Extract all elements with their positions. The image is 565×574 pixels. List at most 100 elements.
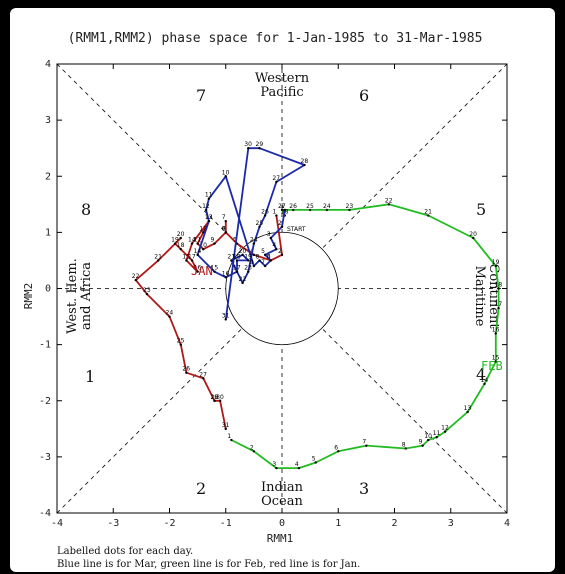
region-top-line2: Pacific [260, 85, 303, 100]
region-top-line1: Western [255, 71, 310, 86]
day-label: 10 [199, 242, 207, 249]
y-axis-label: RMM2 [22, 283, 35, 310]
day-label: 11 [205, 192, 213, 199]
day-point [269, 259, 272, 262]
day-label: 15 [492, 354, 500, 361]
day-point [263, 214, 267, 217]
day-point [204, 208, 208, 212]
day-label: 26 [261, 209, 269, 216]
day-label: 7 [261, 259, 265, 266]
y-tick-label: -3 [39, 452, 51, 463]
day-label: 11 [194, 237, 202, 244]
day-point [190, 242, 194, 245]
day-point [466, 410, 469, 414]
day-point [173, 242, 177, 245]
y-tick-label: 1 [45, 227, 51, 238]
day-point [258, 225, 261, 228]
day-label: 3 [267, 231, 271, 238]
day-label: 3 [267, 253, 271, 260]
day-point [337, 450, 340, 453]
day-point [427, 438, 430, 442]
day-point [252, 242, 256, 245]
day-point [213, 270, 216, 273]
day-point [303, 163, 306, 167]
phase-number-1: 1 [85, 367, 95, 386]
day-point [224, 318, 227, 321]
day-point [202, 231, 205, 234]
day-label: 7 [222, 214, 226, 221]
day-point [263, 264, 267, 268]
footnote-line2: Blue line is for Mar, green line is for … [57, 559, 360, 570]
day-point [196, 253, 199, 257]
day-point [269, 236, 272, 240]
phase-number-3: 3 [359, 479, 369, 498]
day-label: 22 [385, 197, 393, 204]
day-point [275, 214, 278, 217]
day-point [280, 253, 284, 257]
unit-circle [225, 231, 339, 346]
day-point [190, 259, 194, 262]
day-point [404, 447, 407, 450]
day-point [241, 253, 244, 257]
x-tick-label: 0 [279, 518, 285, 529]
series-line-jan [134, 215, 283, 429]
day-point [247, 146, 250, 150]
day-label: 16 [492, 326, 500, 333]
day-label: 30 [244, 141, 252, 148]
diagonal-line-1 [56, 63, 508, 514]
day-point [202, 248, 205, 251]
day-label: 22 [239, 276, 247, 283]
day-label: 28 [211, 394, 219, 401]
day-label: 9 [211, 237, 215, 244]
day-label: 8 [256, 253, 260, 260]
day-label: 9 [419, 439, 423, 446]
day-point [427, 214, 430, 217]
day-label: 13 [205, 214, 213, 221]
region-right-line1: Maritime [472, 266, 487, 327]
day-label: 9 [250, 259, 254, 266]
day-label: 17 [188, 253, 196, 260]
day-label: 1 [281, 203, 285, 210]
day-point [483, 382, 486, 386]
x-axis-label: RMM1 [267, 532, 294, 545]
day-point [224, 231, 227, 234]
y-tick-label: 2 [45, 171, 51, 182]
day-label: 27 [278, 203, 286, 210]
day-label: 1 [227, 433, 231, 440]
day-point [258, 259, 261, 262]
phase-number-5: 5 [476, 200, 486, 219]
x-tick-label: 1 [335, 518, 341, 529]
day-point [168, 315, 171, 318]
day-point [207, 197, 211, 200]
day-point [134, 278, 137, 282]
day-point [292, 208, 295, 212]
day-point [179, 248, 182, 251]
day-point [196, 270, 199, 273]
day-point [283, 208, 287, 212]
day-label: 5 [233, 237, 237, 244]
day-label: 26 [182, 366, 190, 373]
day-label: 15 [182, 253, 190, 260]
day-point [280, 208, 284, 212]
day-point [185, 259, 188, 262]
day-point [263, 253, 267, 257]
day-label: 18 [177, 242, 185, 249]
x-tick-label: 3 [448, 518, 454, 529]
day-point [230, 259, 233, 262]
jan-label: JAN [191, 264, 213, 278]
feb-label: FEB [481, 359, 503, 373]
day-label: 2 [250, 444, 254, 451]
day-label: 11 [433, 430, 441, 437]
day-label: 8 [222, 225, 226, 232]
phase-guides [56, 63, 508, 514]
day-label: 21 [424, 209, 432, 216]
day-point [252, 253, 256, 257]
mjo-phase-chart: (RMM1,RMM2) phase space for 1-Jan-1985 t… [22, 31, 510, 570]
day-point [252, 450, 256, 453]
day-label: 19 [244, 253, 252, 260]
series-line-feb [230, 203, 500, 469]
day-label: 29 [211, 394, 219, 401]
y-tick-label: -1 [39, 340, 51, 351]
